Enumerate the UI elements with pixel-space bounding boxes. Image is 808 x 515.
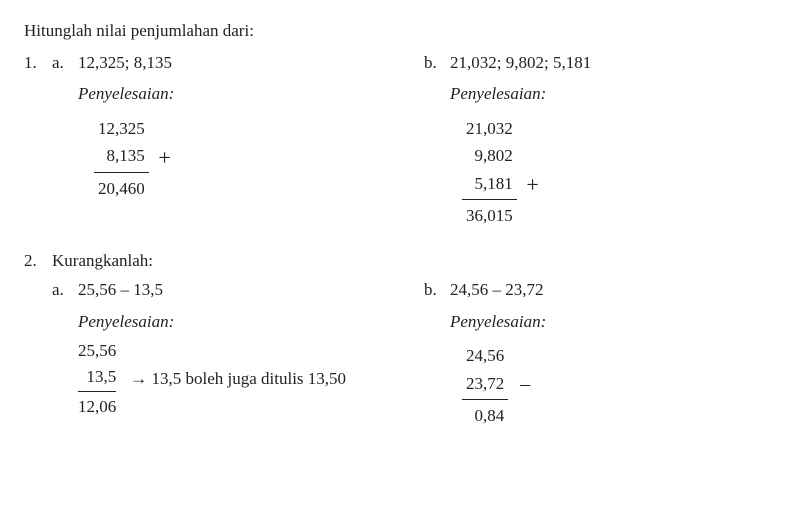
rule-line (462, 399, 508, 400)
problem-2b: b. 24,56 – 23,72 Penyelesaian: 24,56 23,… (384, 273, 784, 430)
subpart-label: b. (424, 50, 450, 76)
addend: 5,181 + (462, 170, 517, 198)
addend: 21,032 (462, 115, 517, 143)
sum-result: 36,015 (462, 202, 517, 230)
given-expression: 25,56 – 13,5 (78, 277, 163, 303)
annotation-note: → 13,5 boleh juga ditulis 13,50 (130, 366, 346, 420)
problem-1a: 1. a. 12,325; 8,135 Penyelesaian: 12,325… (24, 46, 384, 230)
subpart-label: b. (424, 277, 450, 303)
addend: 9,802 (462, 142, 517, 170)
subtraction-work-2b: 24,56 23,72 – 0,84 (462, 342, 508, 430)
subpart-label: a. (52, 277, 78, 303)
given-values: 21,032; 9,802; 5,181 (450, 50, 591, 76)
solution-label: Penyelesaian: (450, 309, 784, 335)
addend: 8,135 + (94, 142, 149, 170)
addition-work-1a: 12,325 8,135 + 20,460 (94, 115, 149, 203)
difference-result: 0,84 (462, 402, 508, 430)
subtrahend: 23,72 – (462, 370, 508, 398)
problem-2-row: a. 25,56 – 13,5 Penyelesaian: 25,56 13,5… (24, 273, 784, 430)
problem-1b: b. 21,032; 9,802; 5,181 Penyelesaian: 21… (384, 46, 784, 230)
page-heading: Hitunglah nilai penjumlahan dari: (24, 18, 784, 44)
problem-number: 2. (24, 248, 52, 274)
problem-2a: a. 25,56 – 13,5 Penyelesaian: 25,56 13,5… (24, 273, 384, 430)
problem-2-heading: 2. Kurangkanlah: (24, 248, 784, 274)
problem-number: 1. (24, 50, 52, 76)
rule-line (78, 391, 116, 392)
rule-line (94, 172, 149, 173)
problem-title: Kurangkanlah: (52, 248, 153, 274)
addend: 12,325 (94, 115, 149, 143)
solution-label: Penyelesaian: (78, 81, 384, 107)
plus-icon: + (526, 168, 538, 201)
rule-line (462, 199, 517, 200)
solution-label: Penyelesaian: (450, 81, 784, 107)
given-values: 12,325; 8,135 (78, 50, 172, 76)
subtrahend: 13,5 – (78, 364, 116, 390)
difference-result: 12,06 (78, 394, 116, 420)
subpart-label: a. (52, 50, 78, 76)
solution-label: Penyelesaian: (78, 309, 384, 335)
minuend: 24,56 (462, 342, 508, 370)
sum-result: 20,460 (94, 175, 149, 203)
plus-icon: + (158, 141, 170, 174)
problem-1-row: 1. a. 12,325; 8,135 Penyelesaian: 12,325… (24, 46, 784, 230)
minuend: 25,56 (78, 338, 116, 364)
addition-work-1b: 21,032 9,802 5,181 + 36,015 (462, 115, 517, 230)
subtraction-work-2a: 25,56 13,5 – 12,06 → 13,5 boleh juga dit… (78, 338, 384, 420)
minus-icon: – (520, 369, 530, 399)
given-expression: 24,56 – 23,72 (450, 277, 544, 303)
